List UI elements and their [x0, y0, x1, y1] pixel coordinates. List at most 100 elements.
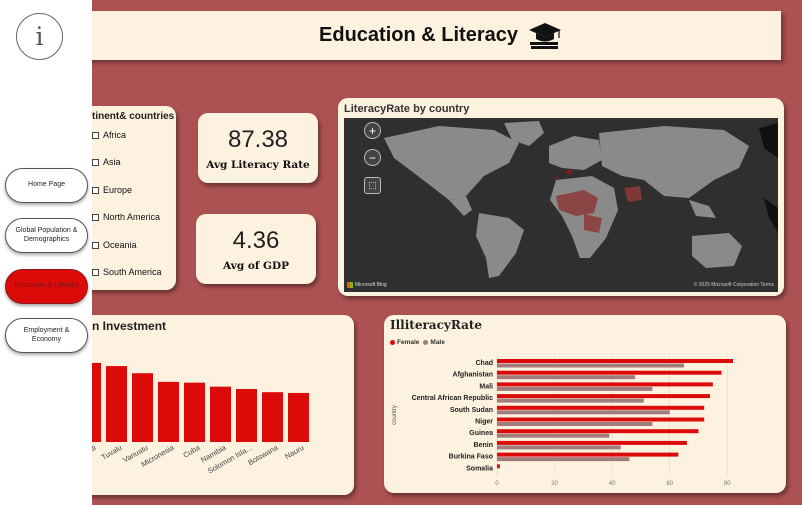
investment-tick-label: Botswana — [246, 443, 280, 468]
illiteracy-bar-male[interactable] — [497, 386, 653, 391]
illiteracy-bar-male[interactable] — [497, 363, 685, 368]
slicer-option-north-america[interactable]: North America — [92, 212, 160, 222]
investment-bar[interactable] — [236, 389, 257, 442]
country-label: Niger — [475, 419, 493, 426]
checkbox[interactable] — [92, 241, 99, 249]
investment-tick-label: Tuvalu — [100, 443, 124, 462]
lasso-select-icon[interactable]: ⬚ — [364, 177, 381, 194]
illiteracy-bar-female[interactable] — [497, 440, 687, 445]
nav-population-button[interactable]: Global Population & Demographics — [5, 218, 88, 253]
map-brand-label: Microsoft Bing — [355, 282, 387, 288]
investment-chart: ribatiTuvaluVanuatuMicronesiaCubaNamibia… — [79, 362, 309, 476]
x-tick-label: 0 — [495, 481, 499, 487]
country-label: South Sudan — [450, 407, 493, 414]
map-title: LiteracyRate by country — [344, 103, 470, 115]
investment-bar[interactable] — [210, 386, 231, 442]
slicer-option-oceania[interactable]: Oceania — [92, 240, 137, 250]
illiteracy-bar-male[interactable] — [497, 398, 644, 403]
illiteracy-bar-male[interactable] — [497, 410, 670, 415]
kpi-literacy-value: 87.38 — [227, 125, 289, 153]
investment-tick-label: Nauru — [283, 443, 305, 461]
illiteracy-bar-male[interactable] — [497, 457, 630, 462]
investment-chart-card: n Investment ribatiTuvaluVanuatuMicrones… — [70, 315, 354, 495]
map-brand: Microsoft Bing — [347, 282, 387, 288]
kpi-gdp-card: 4.36 Avg of GDP — [196, 214, 316, 284]
x-tick-label: 80 — [724, 481, 731, 487]
investment-bar[interactable] — [184, 382, 205, 442]
illiteracy-bar-female[interactable] — [497, 394, 710, 399]
country-label: Burkina Faso — [449, 454, 493, 461]
illiteracy-bar-female[interactable] — [497, 370, 722, 375]
illiteracy-chart: 0 20 40 60 80 Chad Afghanistan Mali Central Afri… — [392, 355, 733, 487]
investment-bar[interactable] — [106, 366, 127, 442]
illiteracy-bar-female[interactable] — [497, 359, 733, 363]
info-icon[interactable]: i — [16, 13, 63, 60]
slicer-option-label: Oceania — [103, 240, 137, 250]
nav-employment-button[interactable]: Employment & Economy — [5, 318, 88, 353]
legend-item-male[interactable]: Male — [423, 339, 445, 346]
illiteracy-bar-female[interactable] — [497, 405, 705, 410]
country-label: Chad — [476, 360, 494, 367]
x-tick-label: 40 — [609, 481, 616, 487]
illiteracy-bar-male[interactable] — [497, 445, 621, 450]
illiteracy-bar-female[interactable] — [497, 464, 500, 469]
zoom-out-button[interactable]: − — [364, 149, 381, 166]
country-label: Afghanistan — [453, 372, 493, 379]
x-tick-label: 60 — [666, 481, 673, 487]
legend-label: Male — [430, 339, 445, 346]
slicer-title: tinent& countries — [92, 111, 175, 122]
kpi-gdp-label: Avg of GDP — [223, 259, 289, 272]
investment-bar[interactable] — [132, 373, 153, 442]
nav-education-button[interactable]: Education & Literacy — [5, 269, 88, 304]
investment-bar[interactable] — [288, 392, 309, 442]
slicer-option-label: North America — [103, 212, 161, 222]
illiteracy-bar-female[interactable] — [497, 417, 705, 422]
legend-label: Female — [397, 339, 420, 346]
legend-dot — [423, 340, 429, 345]
sidebar: i Home Page Global Population & Demograp… — [0, 0, 92, 505]
world-map — [384, 121, 778, 278]
literacy-map[interactable]: + − ⬚ Microsoft Bing © 2025 Microsoft Co… — [344, 118, 778, 292]
slicer-option-south-america[interactable]: South America — [92, 267, 162, 277]
kpi-literacy-card: 87.38 Avg Literacy Rate — [198, 113, 318, 183]
legend-dot — [390, 340, 395, 345]
slicer-option-label: Europe — [103, 185, 133, 195]
nav-home-button[interactable]: Home Page — [5, 168, 88, 203]
illiteracy-chart-title: IlliteracyRate — [390, 318, 483, 332]
chart-legend: Female Male — [390, 339, 449, 346]
country-label: Mali — [479, 383, 493, 390]
investment-bar[interactable] — [158, 381, 179, 442]
country-label: Somalia — [466, 465, 493, 472]
illiteracy-bar-female[interactable] — [497, 452, 679, 457]
slicer-option-label: South America — [103, 267, 162, 277]
checkbox[interactable] — [92, 268, 99, 276]
slicer-option-europe[interactable]: Europe — [92, 185, 132, 195]
illiteracy-bar-male[interactable] — [497, 433, 610, 438]
checkbox[interactable] — [92, 186, 99, 194]
graduation-cap-icon — [528, 22, 561, 49]
illiteracy-bar-female[interactable] — [497, 382, 713, 387]
country-label: Central African Republic — [412, 395, 494, 402]
literacy-map-card: LiteracyRate by country — [338, 98, 784, 296]
illiteracy-bar-female[interactable] — [497, 429, 699, 434]
illiteracy-chart-card: IlliteracyRate Female Male 0 20 40 60 80 Chad… — [384, 315, 786, 493]
slicer-option-asia[interactable]: Asia — [92, 157, 121, 167]
country-label: Benin — [474, 442, 493, 449]
page-title: Education & Literacy — [319, 24, 518, 46]
checkbox[interactable] — [92, 158, 99, 166]
slicer-option-label: Asia — [103, 157, 121, 167]
x-tick-label: 20 — [551, 481, 558, 487]
checkbox[interactable] — [92, 131, 99, 139]
map-copyright[interactable]: © 2025 Microsoft Corporation Terms — [693, 282, 774, 288]
zoom-in-button[interactable]: + — [364, 122, 381, 139]
illiteracy-bar-male[interactable] — [497, 422, 653, 426]
legend-item-female[interactable]: Female — [390, 339, 419, 346]
country-label: Guinea — [469, 430, 493, 437]
page-title-card: Education & Literacy — [70, 11, 781, 60]
slicer-option-africa[interactable]: Africa — [92, 130, 126, 140]
y-axis-label: country — [392, 405, 398, 425]
kpi-gdp-value: 4.36 — [232, 226, 280, 254]
checkbox[interactable] — [92, 213, 99, 221]
investment-bar[interactable] — [262, 392, 283, 442]
illiteracy-bar-male[interactable] — [497, 375, 636, 380]
